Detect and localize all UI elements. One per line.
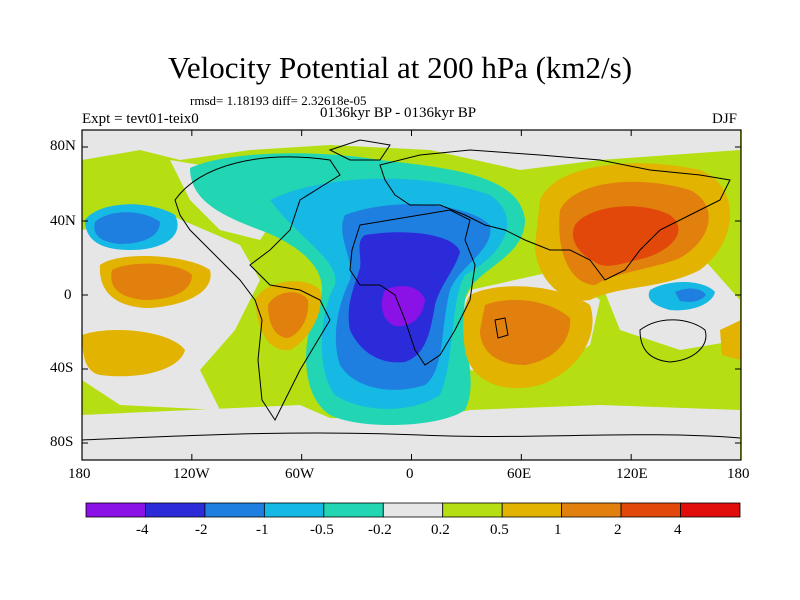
map-title: Velocity Potential at 200 hPa (km2/s) — [167, 50, 633, 85]
colorbar-swatch — [323, 502, 384, 518]
colorbar-swatch — [263, 502, 325, 518]
lat-tick-label: 0 — [64, 287, 72, 303]
colorbar-swatch — [382, 502, 444, 518]
colorbar-label: -0.5 — [310, 522, 334, 538]
lat-tick-label: 80S — [50, 434, 74, 450]
colorbar-label: 2 — [614, 522, 622, 538]
period-label: 0136kyr BP - 0136kyr BP — [320, 105, 477, 121]
season-label: DJF — [712, 111, 738, 127]
colorbar-label: 0.5 — [490, 522, 509, 538]
colorbar-label: -1 — [256, 522, 269, 538]
lat-tick-label: 80N — [50, 138, 76, 154]
colorbar-label: 1 — [554, 522, 562, 538]
coastlines — [82, 139, 741, 441]
colorbar-label: -0.2 — [368, 522, 392, 538]
colorbar-swatch — [680, 502, 741, 518]
colorbar-swatch — [442, 502, 503, 518]
lon-tick-label: 180 — [727, 466, 750, 482]
lon-tick-label: 60E — [507, 466, 532, 482]
colorbar-swatch — [145, 502, 206, 518]
lon-tick-label: 0 — [406, 466, 414, 482]
lon-tick-label: 180 — [68, 466, 91, 482]
stats-label: rmsd= 1.18193 diff= 2.32618e-05 — [190, 93, 367, 108]
colorbar-swatch — [85, 502, 146, 518]
colorbar-label: -4 — [136, 522, 149, 538]
lat-tick-label: 40S — [50, 360, 74, 376]
lon-tick-label: 60W — [285, 466, 315, 482]
colorbar-label: 4 — [674, 522, 682, 538]
lat-tick-label: 40N — [50, 213, 76, 229]
experiment-label: Expt = tevt01-teix0 — [82, 111, 199, 127]
colorbar-swatch — [204, 502, 265, 518]
colorbar-label: 0.2 — [431, 522, 450, 538]
colorbar-swatch — [501, 502, 563, 518]
axis-ticks — [81, 130, 742, 460]
lon-tick-label: 120E — [616, 466, 648, 482]
colorbar-label: -2 — [195, 522, 208, 538]
lon-tick-label: 120W — [173, 466, 210, 482]
colorbar-swatch — [620, 502, 681, 518]
contour-field — [82, 130, 741, 460]
colorbar-swatch — [561, 502, 622, 518]
